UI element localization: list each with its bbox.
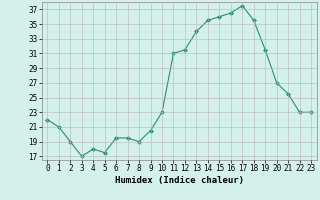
X-axis label: Humidex (Indice chaleur): Humidex (Indice chaleur): [115, 176, 244, 185]
